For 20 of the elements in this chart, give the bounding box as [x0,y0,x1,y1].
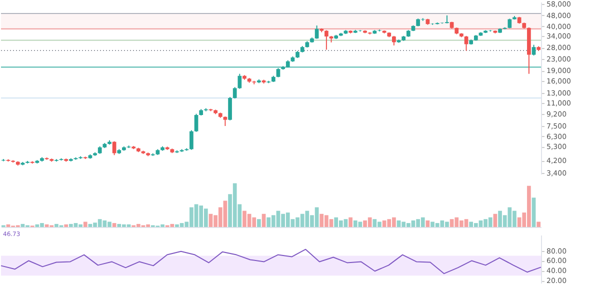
bar [348,217,352,227]
bar [257,219,261,227]
bar [532,198,536,227]
bar [262,214,266,227]
bar [493,214,498,227]
candlestick [190,130,194,150]
line-series [0,248,542,274]
bar [112,223,116,227]
bar [83,222,88,227]
candlestick [194,113,198,132]
candlestick [314,25,319,40]
candlestick [392,35,396,46]
candlestick [232,86,237,99]
bar [426,220,430,227]
candlestick [324,30,328,50]
candlestick [238,73,242,90]
bar [64,224,68,227]
bar [536,222,541,227]
candlestick [228,96,232,121]
candlestick [223,116,228,126]
